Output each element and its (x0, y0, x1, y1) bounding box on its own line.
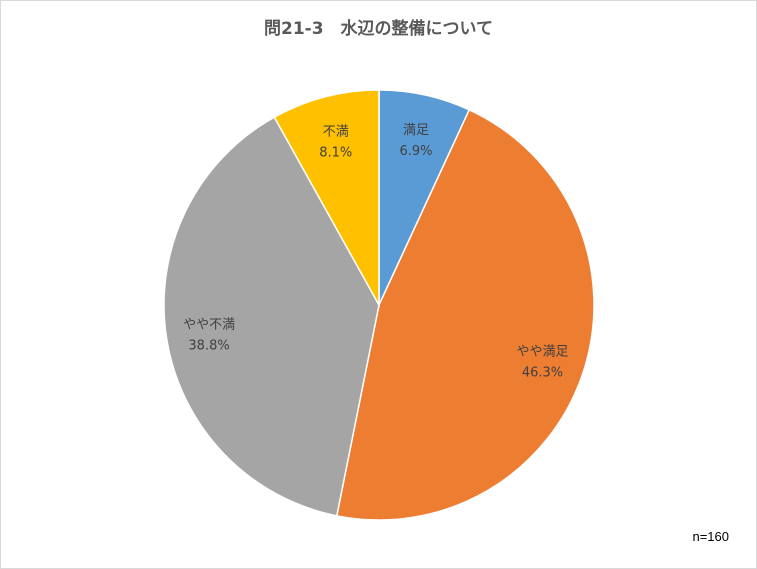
chart-title: 問21-3 水辺の整備について (263, 19, 494, 39)
slice-category-label: 満足 (403, 123, 429, 138)
slice-value-label: 6.9% (399, 144, 432, 159)
pie-slice (163, 116, 380, 517)
sample-size-note: n=160 (692, 529, 729, 544)
slice-category-label: 不満 (323, 125, 349, 140)
slice-category-label: やや不満 (183, 318, 235, 333)
slice-value-label: 38.8% (188, 339, 229, 354)
slice-value-label: 46.3% (522, 365, 563, 380)
pie-slice (273, 89, 380, 308)
slice-value-label: 8.1% (319, 146, 352, 161)
pie-slice (335, 108, 595, 521)
slice-category-label: やや満足 (517, 344, 569, 359)
